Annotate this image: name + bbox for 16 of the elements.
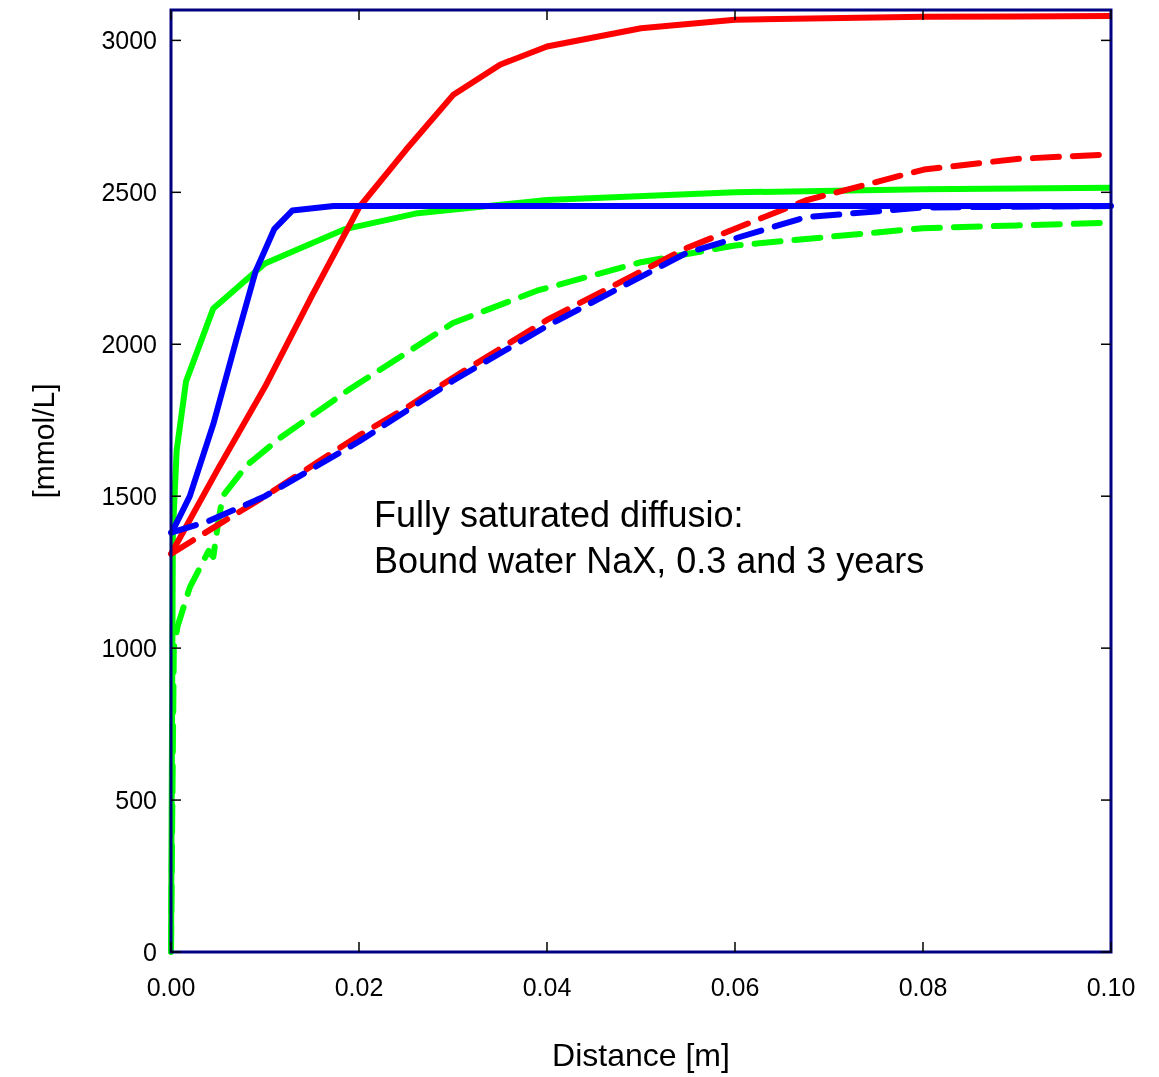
y-tick-label: 2500 — [101, 178, 157, 207]
x-axis-title: Distance [m] — [552, 1037, 730, 1073]
x-tick-label: 0.06 — [710, 973, 760, 1001]
y-tick-label: 1500 — [101, 482, 157, 511]
y-tick-label: 1000 — [101, 634, 157, 663]
y-tick-label: 3000 — [101, 26, 157, 55]
x-tick-label: 0.04 — [522, 973, 572, 1001]
annotation: Fully saturated diffusio: Bound water NaX, 0.3 and 3 years — [374, 494, 925, 581]
y-axis-title: [mmol/L] — [27, 383, 60, 499]
y-tick-label: 500 — [115, 786, 157, 815]
x-tick-label: 0.08 — [898, 973, 948, 1001]
x-tick-label: 0.10 — [1086, 973, 1136, 1001]
x-tick-label: 0.02 — [334, 973, 384, 1001]
x-tick-label: 0.00 — [146, 973, 196, 1001]
y-tick-label: 2000 — [101, 330, 157, 359]
y-tick-label: 0 — [143, 938, 157, 966]
